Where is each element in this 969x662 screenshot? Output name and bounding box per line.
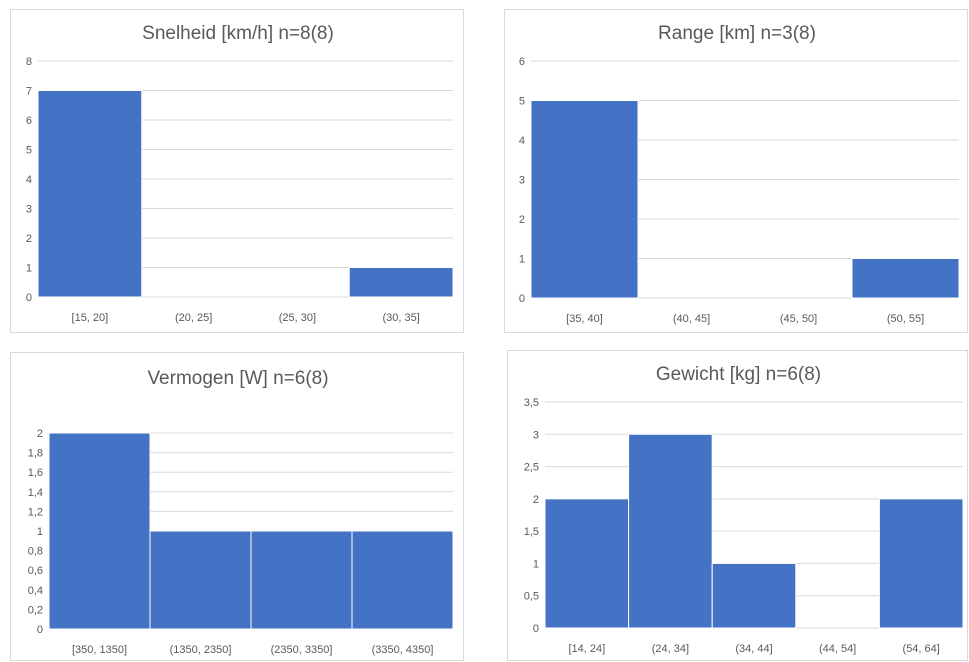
y-tick-label: 6 [26,115,32,127]
y-tick-label: 2 [533,494,539,506]
y-tick-label: 5 [519,96,525,108]
x-tick-label: (45, 50] [780,313,817,325]
x-tick-label: (44, 54] [819,643,856,655]
x-tick-label: [350, 1350] [72,644,127,656]
y-tick-label: 7 [26,86,32,98]
y-tick-label: 1 [533,558,539,570]
chart-title: Range [km] n=3(8) [658,23,816,44]
x-tick-label: [14, 24] [568,643,605,655]
x-tick-label: (2350, 3350] [271,644,333,656]
y-tick-label: 0 [26,292,32,304]
y-tick-label: 2 [26,233,32,245]
y-tick-label: 1,8 [28,448,43,460]
x-tick-label: (3350, 4350] [372,644,434,656]
chart-vermogen: Vermogen [W] n=6(8) 0 0,2 0,4 0,6 0,8 1 1,2 1,4 1… [10,352,464,661]
chart-title: Vermogen [W] n=6(8) [147,368,328,389]
x-tick-label: (20, 25] [175,312,212,324]
y-tick-label: 1 [26,263,32,275]
y-tick-label: 2 [519,214,525,226]
y-tick-label: 3 [26,204,32,216]
y-tick-label: 1,2 [28,506,43,518]
bar [348,267,454,298]
y-tick-label: 2 [37,428,43,440]
x-tick-label: (50, 55] [887,313,924,325]
y-tick-label: 1,6 [28,467,43,479]
y-tick-label: 0,4 [28,585,43,597]
x-tick-label: (30, 35] [382,312,419,324]
bar [250,530,353,630]
y-tick-label: 8 [26,56,32,68]
chart-gewicht: Gewicht [kg] n=6(8) 0 0,5 1 1,5 2 2,5 3 3,5 [14, … [507,350,968,661]
bar [544,498,630,629]
y-tick-label: 1,5 [524,526,539,538]
y-tick-label: 1,4 [28,487,43,499]
x-tick-label: (40, 45] [673,313,710,325]
y-tick-label: 6 [519,56,525,68]
y-tick-label: 4 [26,174,32,186]
x-tick-label: (34, 44] [735,643,772,655]
chart-snelheid: Snelheid [km/h] n=8(8) 0 1 2 3 4 5 6 7 8 [15, 20] (… [10,9,464,333]
chart-svg: Range [km] n=3(8) 0 1 2 3 4 5 6 [35, 40] (40, 45]… [519,23,960,325]
bar [711,562,797,629]
x-tick-label: (1350, 2350] [170,644,232,656]
y-tick-label: 0 [519,293,525,305]
x-tick-label: [15, 20] [72,312,109,324]
chart-title: Gewicht [kg] n=6(8) [656,364,821,385]
bar [351,530,454,630]
bar [628,433,713,629]
y-tick-label: 2,5 [524,462,539,474]
chart-svg: Snelheid [km/h] n=8(8) 0 1 2 3 4 5 6 7 8 [15, 20] (… [26,23,454,324]
y-tick-label: 0,8 [28,546,43,558]
bar [149,530,252,630]
y-tick-label: 4 [519,135,525,147]
x-tick-label: (24, 34] [652,643,689,655]
bar [851,258,960,299]
chart-title: Snelheid [km/h] n=8(8) [142,23,334,44]
y-tick-label: 5 [26,145,32,157]
y-tick-label: 0,2 [28,604,43,616]
bar [48,432,151,630]
y-tick-label: 1 [519,254,525,266]
chart-svg: Gewicht [kg] n=6(8) 0 0,5 1 1,5 2 2,5 3 3,5 [14, … [524,364,964,655]
y-tick-label: 3 [533,429,539,441]
y-tick-label: 0 [533,623,539,635]
x-tick-label: [35, 40] [566,313,603,325]
y-tick-label: 3,5 [524,397,539,409]
y-tick-label: 0,5 [524,591,539,603]
y-tick-label: 0,6 [28,565,43,577]
y-tick-label: 0 [37,624,43,636]
x-tick-label: (54, 64] [903,643,940,655]
bar [530,100,639,299]
chart-range: Range [km] n=3(8) 0 1 2 3 4 5 6 [35, 40] (40, 45]… [504,9,968,333]
bar [878,498,964,629]
y-tick-label: 3 [519,175,525,187]
x-tick-label: (25, 30] [279,312,316,324]
bar [37,90,143,298]
y-tick-label: 1 [37,526,43,538]
chart-svg: Vermogen [W] n=6(8) 0 0,2 0,4 0,6 0,8 1 1,2 1,4 1… [28,368,454,656]
